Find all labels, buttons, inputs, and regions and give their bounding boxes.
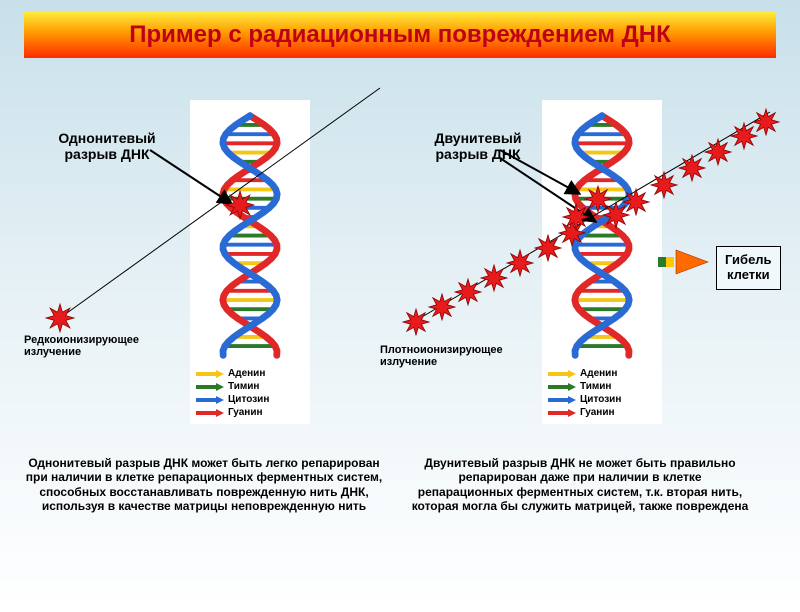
title-banner: Пример с радиационным повреждением ДНК <box>24 12 776 58</box>
description-left: Однонитевый разрыв ДНК может быть легко … <box>24 456 384 514</box>
diagram-overlay <box>0 12 800 612</box>
cell-death-box: Гибельклетки <box>716 246 781 290</box>
label-dense-ionizing: Плотноионизирующееизлучение <box>380 344 530 368</box>
title-text: Пример с радиационным повреждением ДНК <box>129 21 671 49</box>
dna-panel-right: Аденин Тимин Цитозин Гуанин <box>542 100 662 424</box>
dna-panel-left: Аденин Тимин Цитозин Гуанин <box>190 100 310 424</box>
description-right: Двунитевый разрыв ДНК не может быть прав… <box>410 456 750 514</box>
label-sparse-ionizing: Редкоионизирующееизлучение <box>24 334 174 358</box>
label-single-break: Однонитевыйразрыв ДНК <box>42 130 172 162</box>
label-double-break: Двунитевыйразрыв ДНК <box>418 130 538 162</box>
